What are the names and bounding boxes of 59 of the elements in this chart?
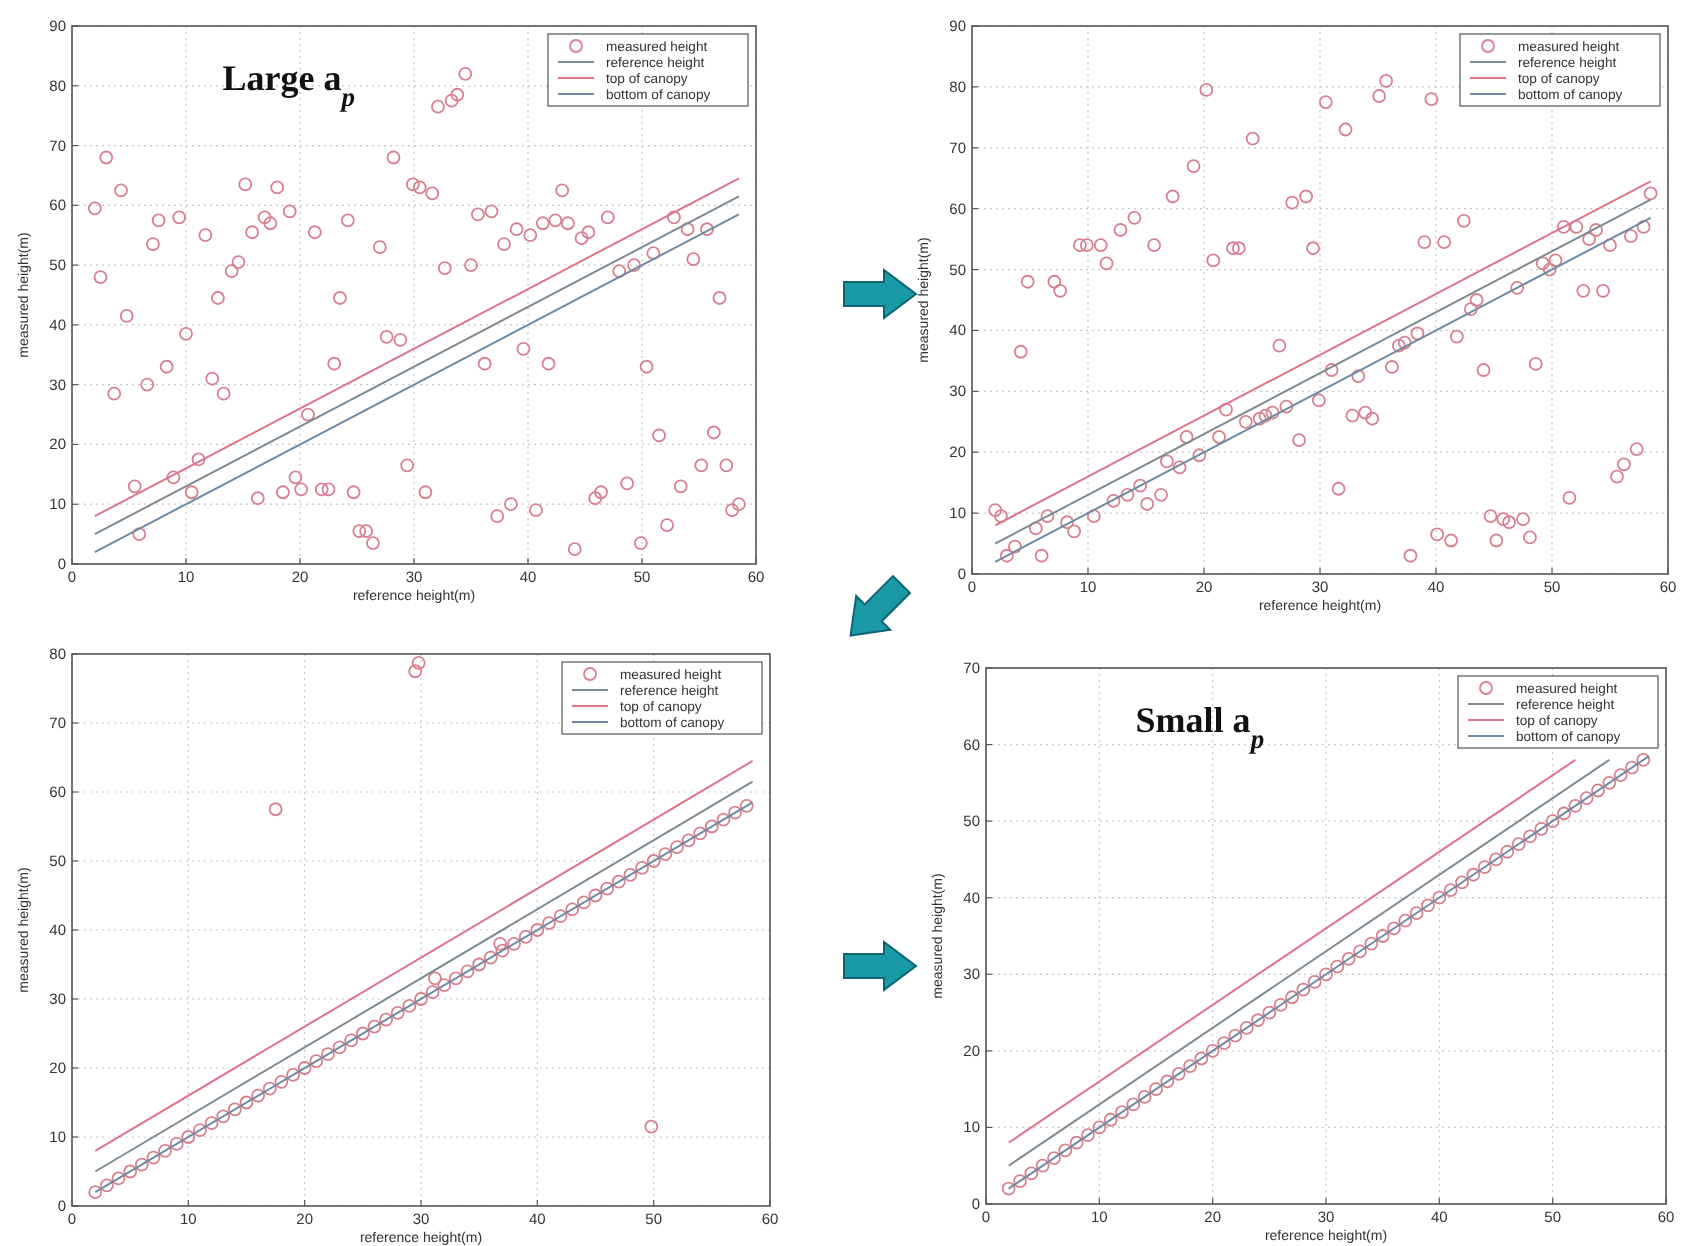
point [1398,913,1413,928]
point [1557,806,1571,821]
point [1160,1074,1175,1089]
point [1511,837,1526,852]
point [1353,944,1367,959]
point [1217,1036,1231,1051]
point [1035,1158,1050,1173]
point [1477,860,1492,874]
point [1115,1105,1129,1120]
point [1194,1051,1209,1066]
point [1285,990,1299,1005]
point [1545,814,1560,829]
point [1636,752,1651,767]
annotation: Large a$_{p}$ [222,58,356,112]
point [1069,1135,1084,1150]
point [1466,867,1481,882]
annotation: Small a$_{p}$ [1135,700,1265,754]
point [1058,1143,1073,1158]
point [1273,998,1288,1012]
point [1081,1128,1095,1142]
point [1432,890,1447,905]
point [1262,1005,1277,1020]
point [1579,791,1594,806]
point [1330,959,1345,974]
point [1307,975,1322,989]
point [1171,1066,1186,1081]
point [1239,1020,1254,1035]
point [1103,1112,1118,1127]
point [1296,982,1311,997]
point [1455,875,1469,890]
point [1523,829,1537,844]
point [1126,1097,1141,1112]
point [1443,883,1458,897]
point [1500,844,1515,859]
point [1387,921,1401,936]
point [1001,1181,1016,1196]
point [1024,1166,1039,1181]
point [1183,1059,1197,1074]
point [1409,906,1424,920]
point [1137,1089,1152,1104]
point [1568,798,1583,813]
point [1092,1120,1107,1135]
point [1319,967,1333,982]
point [1534,821,1549,836]
point [1613,768,1628,783]
point [1205,1043,1220,1058]
point [1228,1028,1243,1043]
point [1625,760,1639,775]
point [1421,898,1435,913]
point [1591,783,1605,798]
point [1047,1151,1061,1165]
point [1489,852,1503,867]
point [1602,775,1617,790]
point [1341,952,1356,966]
point [1364,936,1379,951]
point [1251,1013,1265,1028]
point [1013,1174,1027,1188]
point [1375,929,1390,943]
point [1149,1082,1163,1097]
